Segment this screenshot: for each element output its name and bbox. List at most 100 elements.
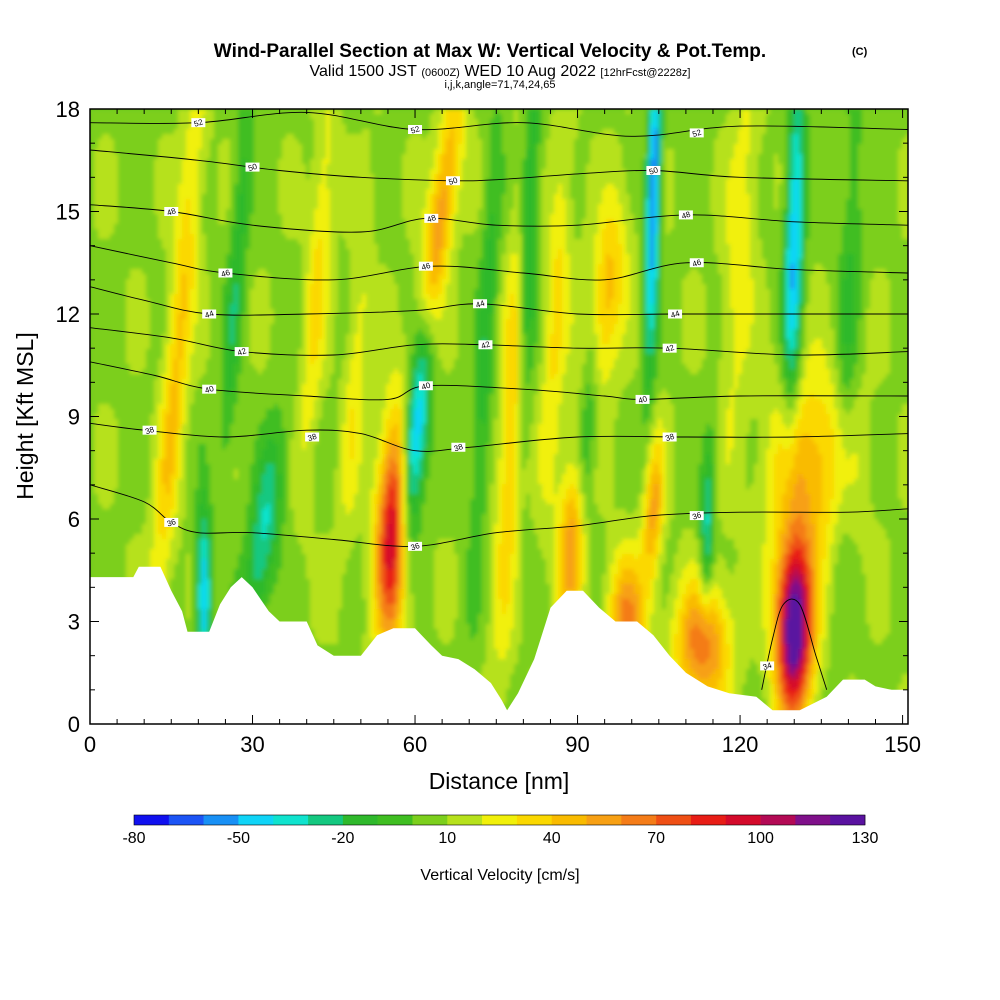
field-cell	[102, 474, 107, 480]
field-cell	[134, 234, 139, 240]
field-cell	[218, 469, 223, 475]
field-cell	[210, 469, 215, 475]
field-cell	[134, 484, 139, 490]
field-cell	[178, 239, 183, 245]
field-cell	[110, 434, 115, 440]
field-cell	[114, 189, 119, 195]
field-cell	[234, 339, 239, 345]
field-cell	[190, 409, 195, 415]
field-cell	[182, 464, 187, 470]
field-cell	[250, 289, 255, 295]
field-cell	[222, 139, 227, 145]
field-cell	[102, 384, 107, 390]
field-cell	[94, 249, 99, 255]
field-cell	[206, 164, 211, 170]
field-cell	[170, 444, 175, 450]
field-cell	[194, 444, 199, 450]
field-cell	[130, 144, 135, 150]
field-cell	[210, 269, 215, 275]
field-cell	[150, 134, 155, 140]
field-cell	[250, 444, 255, 450]
field-cell	[142, 264, 147, 270]
field-cell	[222, 529, 227, 535]
field-cell	[174, 574, 179, 580]
field-cell	[230, 534, 235, 540]
field-cell	[234, 374, 239, 380]
field-cell	[198, 434, 203, 440]
field-cell	[146, 319, 151, 325]
field-cell	[134, 509, 139, 515]
field-cell	[90, 364, 95, 370]
field-cell	[182, 489, 187, 495]
field-cell	[222, 284, 227, 290]
field-cell	[102, 549, 107, 555]
field-cell	[214, 124, 219, 130]
field-cell	[138, 309, 143, 315]
field-cell	[118, 119, 123, 125]
field-cell	[178, 339, 183, 345]
field-cell	[186, 459, 191, 465]
field-cell	[106, 109, 111, 115]
field-cell	[98, 534, 103, 540]
field-cell	[110, 189, 115, 195]
field-cell	[182, 129, 187, 135]
field-cell	[98, 259, 103, 265]
field-cell	[202, 109, 207, 115]
field-cell	[202, 589, 207, 595]
field-cell	[186, 479, 191, 485]
field-cell	[146, 469, 151, 475]
field-cell	[190, 404, 195, 410]
field-cell	[222, 539, 227, 545]
field-cell	[190, 484, 195, 490]
field-cell	[202, 179, 207, 185]
field-cell	[186, 339, 191, 345]
field-cell	[230, 189, 235, 195]
field-cell	[246, 134, 251, 140]
field-cell	[194, 539, 199, 545]
field-cell	[198, 409, 203, 415]
field-cell	[158, 399, 163, 405]
field-cell	[190, 204, 195, 210]
field-cell	[134, 149, 139, 155]
field-cell	[222, 404, 227, 410]
field-cell	[174, 534, 179, 540]
field-cell	[102, 439, 107, 445]
field-cell	[226, 159, 231, 165]
field-cell	[190, 494, 195, 500]
field-cell	[178, 479, 183, 485]
field-cell	[130, 224, 135, 230]
field-cell	[234, 384, 239, 390]
field-cell	[110, 264, 115, 270]
field-cell	[142, 344, 147, 350]
field-cell	[166, 579, 171, 585]
field-cell	[98, 429, 103, 435]
field-cell	[234, 174, 239, 180]
field-cell	[102, 169, 107, 175]
field-cell	[102, 424, 107, 430]
field-cell	[122, 479, 127, 485]
field-cell	[114, 479, 119, 485]
field-cell	[214, 519, 219, 525]
field-cell	[186, 184, 191, 190]
field-cell	[194, 549, 199, 555]
field-cell	[98, 304, 103, 310]
field-cell	[206, 559, 211, 565]
field-cell	[242, 549, 247, 555]
field-cell	[154, 299, 159, 305]
field-cell	[194, 189, 199, 195]
field-cell	[250, 149, 255, 155]
field-cell	[210, 334, 215, 340]
field-cell	[174, 584, 179, 590]
field-cell	[158, 464, 163, 470]
field-cell	[134, 564, 139, 570]
field-cell	[130, 494, 135, 500]
field-cell	[178, 229, 183, 235]
field-cell	[110, 399, 115, 405]
field-cell	[202, 169, 207, 175]
field-cell	[142, 434, 147, 440]
field-cell	[118, 574, 123, 580]
field-cell	[94, 444, 99, 450]
field-cell	[226, 354, 231, 360]
field-cell	[98, 449, 103, 455]
field-cell	[210, 189, 215, 195]
